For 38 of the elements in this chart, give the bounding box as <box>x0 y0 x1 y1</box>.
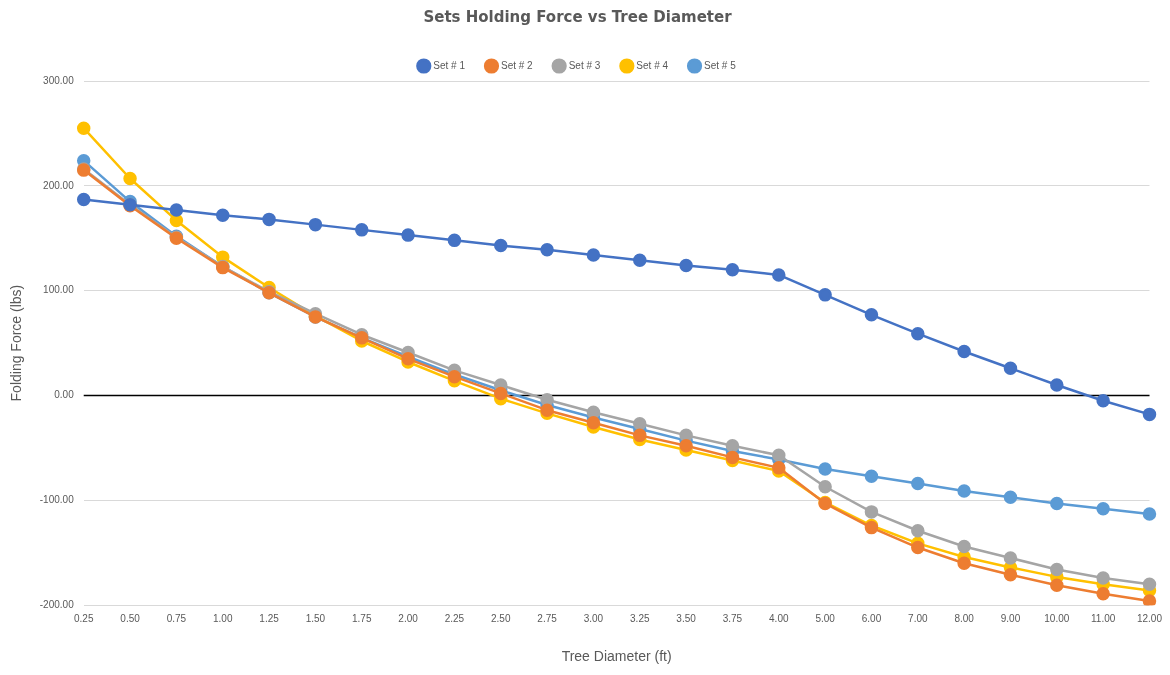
legend-label: Set # 3 <box>568 59 601 71</box>
x-tick-label: 3.25 <box>630 612 650 624</box>
y-tick-label: 0.00 <box>54 389 75 401</box>
x-tick-label: 4.00 <box>769 612 789 624</box>
y-tick-label: 100.00 <box>43 284 75 296</box>
x-tick-label: 1.25 <box>259 612 280 624</box>
legend-label: Set # 4 <box>636 59 669 71</box>
x-tick-label: 8.00 <box>954 612 975 624</box>
y-axis-title: Folding Force (lbs) <box>8 284 25 402</box>
chart-title: Sets Holding Force vs Tree Diameter <box>423 7 733 26</box>
legend-label: Set # 1 <box>433 59 466 71</box>
x-tick-label: 10.00 <box>1044 612 1070 624</box>
x-tick-label: 1.50 <box>305 612 326 624</box>
x-tick-label: 0.50 <box>120 612 141 624</box>
y-tick-label: 300.00 <box>43 74 75 86</box>
x-tick-label: 2.25 <box>444 612 465 624</box>
x-tick-label: 1.75 <box>352 612 372 624</box>
y-tick-label: -100.00 <box>39 494 75 506</box>
x-tick-label: 1.00 <box>213 612 233 624</box>
x-tick-label: 7.00 <box>908 612 928 624</box>
legend-label: Set # 5 <box>704 59 737 71</box>
x-tick-label: 3.75 <box>722 612 743 624</box>
x-tick-label: 3.50 <box>676 612 697 624</box>
y-tick-label: -200.00 <box>39 598 75 610</box>
x-tick-label: 0.75 <box>166 612 187 624</box>
x-tick-label: 2.00 <box>398 612 419 624</box>
x-tick-label: 2.50 <box>491 612 511 624</box>
x-tick-label: 12.00 <box>1136 612 1163 624</box>
y-tick-label: 200.00 <box>43 179 75 191</box>
x-tick-label: 2.75 <box>537 612 558 624</box>
x-tick-label: 3.00 <box>583 612 604 624</box>
x-tick-label: 0.25 <box>73 612 94 624</box>
x-tick-label: 9.00 <box>1000 612 1021 624</box>
legend-label: Set # 2 <box>500 59 534 71</box>
x-axis-title: Tree Diameter (ft) <box>561 648 672 665</box>
x-tick-label: 11.00 <box>1091 612 1116 624</box>
x-tick-label: 5.00 <box>815 612 836 624</box>
x-tick-label: 6.00 <box>861 612 882 624</box>
